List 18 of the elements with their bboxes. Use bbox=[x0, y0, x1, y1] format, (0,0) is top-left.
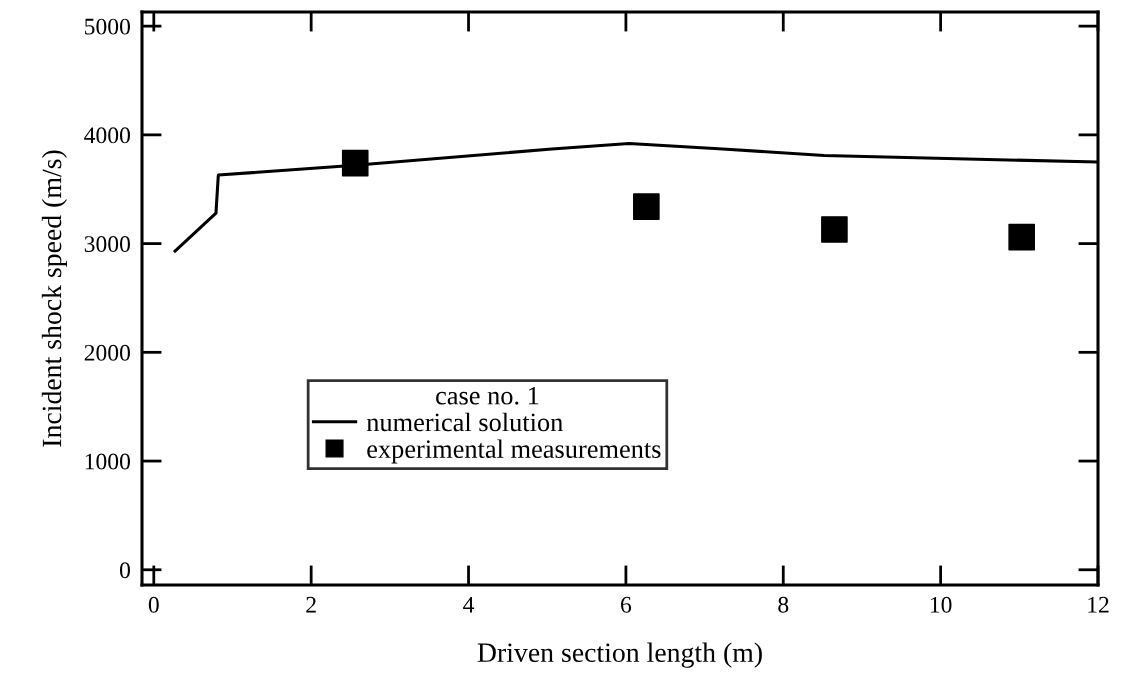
y-tick-label: 5000 bbox=[85, 18, 130, 35]
y-tick-label: 0 bbox=[119, 562, 130, 579]
y-axis-title: Incident shock speed (m/s) bbox=[41, 150, 67, 447]
x-tick-label: 8 bbox=[778, 596, 789, 613]
y-tick-label: 1000 bbox=[85, 453, 130, 470]
y-tick-label: 4000 bbox=[84, 127, 130, 144]
x-tick-label: 10 bbox=[930, 596, 952, 613]
x-tick-label: 6 bbox=[621, 596, 632, 613]
legend-title: case no. 1 bbox=[436, 386, 539, 405]
legend-label: experimental measurements bbox=[367, 439, 661, 464]
y-tick-label: 3000 bbox=[84, 236, 130, 253]
x-tick-label: 0 bbox=[148, 596, 159, 613]
y-tick-label: 2000 bbox=[84, 344, 130, 361]
x-axis-title: Driven section length (m) bbox=[477, 642, 762, 668]
x-tick-label: 12 bbox=[1088, 596, 1109, 613]
x-tick-label: 2 bbox=[306, 596, 316, 613]
legend-label: numerical solution bbox=[366, 412, 563, 432]
x-tick-label: 4 bbox=[463, 596, 475, 613]
